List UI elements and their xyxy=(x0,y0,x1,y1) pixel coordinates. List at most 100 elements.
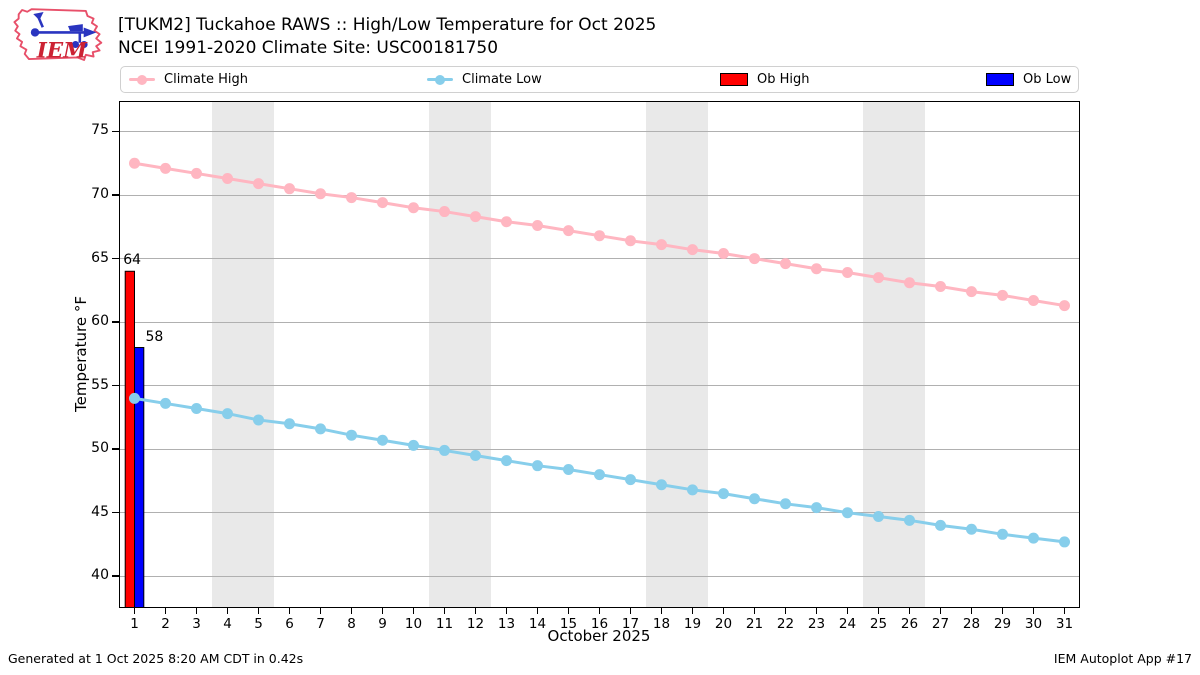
x-tick-mark xyxy=(350,608,353,614)
climate-high-marker xyxy=(129,157,140,169)
x-tick-mark xyxy=(226,608,229,614)
x-tick-mark xyxy=(381,608,384,614)
x-tick-mark xyxy=(815,608,818,614)
climate-high-marker xyxy=(935,281,946,293)
climate-high-marker xyxy=(873,272,884,284)
ob-high-bar xyxy=(124,270,135,608)
x-tick-label: 23 xyxy=(807,616,826,632)
climate-high-marker xyxy=(997,289,1008,301)
x-tick-mark xyxy=(1063,608,1066,614)
climate-low-marker xyxy=(501,455,512,467)
x-tick-label: 11 xyxy=(435,616,454,632)
y-tick-mark xyxy=(112,575,119,577)
y-tick-mark xyxy=(112,448,119,450)
x-tick-mark xyxy=(784,608,787,614)
climate-low-marker xyxy=(656,479,667,491)
climate-high-marker xyxy=(718,247,729,259)
iem-logo-text: IEM xyxy=(36,38,88,63)
climate-low-marker xyxy=(222,408,233,420)
x-tick-mark xyxy=(536,608,539,614)
x-tick-label: 20 xyxy=(714,616,733,632)
climate-low-marker xyxy=(904,514,915,526)
x-tick-label: 13 xyxy=(497,616,516,632)
x-tick-mark xyxy=(846,608,849,614)
climate-high-marker xyxy=(563,225,574,237)
climate-high-marker xyxy=(1028,294,1039,306)
ob-high-swatch xyxy=(720,73,748,86)
x-tick-label: 30 xyxy=(1024,616,1043,632)
x-tick-label: 27 xyxy=(931,616,950,632)
legend-entry-ob-high: Ob High xyxy=(720,67,810,92)
x-tick-mark xyxy=(660,608,663,614)
climate-high-marker xyxy=(904,277,915,289)
climate-high-marker xyxy=(346,192,357,204)
x-tick-mark xyxy=(319,608,322,614)
x-tick-label: 24 xyxy=(838,616,857,632)
title-block: [TUKM2] Tuckahoe RAWS :: High/Low Temper… xyxy=(118,14,656,60)
x-tick-label: 22 xyxy=(776,616,795,632)
x-tick-label: 31 xyxy=(1055,616,1074,632)
climate-high-marker xyxy=(191,167,202,179)
climate-low-marker xyxy=(966,523,977,535)
climate-high-marker xyxy=(749,253,760,265)
y-gridline xyxy=(119,385,1080,387)
weekend-band xyxy=(863,101,925,608)
climate-low-marker xyxy=(625,474,636,486)
climate-low-line-swatch xyxy=(427,74,453,85)
y-tick-mark xyxy=(112,384,119,387)
climate-high-line-swatch xyxy=(129,74,155,85)
x-tick-label: 8 xyxy=(347,616,356,632)
x-tick-mark xyxy=(691,608,694,614)
climate-high-marker xyxy=(253,178,264,190)
climate-high-marker xyxy=(284,183,295,195)
x-tick-label: 12 xyxy=(466,616,485,632)
y-gridline xyxy=(119,448,1080,450)
x-tick-label: 26 xyxy=(900,616,919,632)
x-tick-label: 6 xyxy=(285,616,294,632)
x-tick-label: 18 xyxy=(652,616,671,632)
x-tick-label: 14 xyxy=(528,616,547,632)
y-gridline xyxy=(119,512,1080,514)
x-tick-mark xyxy=(257,608,260,614)
y-tick-mark xyxy=(112,321,119,323)
app-credit: IEM Autoplot App #17 xyxy=(1053,651,1192,666)
iowa-outline-icon: IEM xyxy=(13,8,103,63)
y-tick-label: 55 xyxy=(91,376,109,393)
weather-vane-icon xyxy=(30,12,97,49)
y-gridline xyxy=(119,194,1080,196)
climate-low-marker xyxy=(1059,536,1070,548)
legend-entry-ob-low: Ob Low xyxy=(986,67,1071,92)
x-tick-mark xyxy=(133,608,136,614)
x-tick-label: 9 xyxy=(378,616,387,632)
iem-logo: IEM xyxy=(8,4,112,66)
x-tick-label: 3 xyxy=(192,616,201,632)
y-tick-label: 50 xyxy=(91,440,109,457)
ob-high-value-label: 64 xyxy=(123,252,142,269)
x-tick-mark xyxy=(505,608,508,614)
climate-low-marker xyxy=(532,460,543,472)
x-tick-mark xyxy=(412,608,415,614)
climate-low-marker xyxy=(780,498,791,510)
climate-low-marker xyxy=(749,493,760,505)
legend-label: Climate High xyxy=(164,72,249,87)
climate-high-marker xyxy=(439,206,450,218)
x-tick-mark xyxy=(629,608,632,614)
climate-low-marker xyxy=(191,403,202,415)
x-tick-mark xyxy=(1032,608,1035,614)
x-tick-label: 10 xyxy=(404,616,423,632)
legend-entry-climate-low: Climate Low xyxy=(427,67,542,92)
x-tick-mark xyxy=(939,608,942,614)
ob-low-value-label: 58 xyxy=(145,328,164,345)
x-tick-label: 1 xyxy=(130,616,139,632)
climate-high-marker xyxy=(594,230,605,242)
climate-high-marker xyxy=(532,220,543,232)
x-tick-label: 21 xyxy=(745,616,764,632)
climate-high-marker xyxy=(1059,300,1070,312)
climate-low-marker xyxy=(842,507,853,519)
climate-low-marker xyxy=(284,418,295,430)
y-tick-mark xyxy=(112,130,119,133)
y-gridline xyxy=(119,575,1080,577)
climate-low-marker xyxy=(253,414,264,426)
x-tick-mark xyxy=(970,608,973,614)
